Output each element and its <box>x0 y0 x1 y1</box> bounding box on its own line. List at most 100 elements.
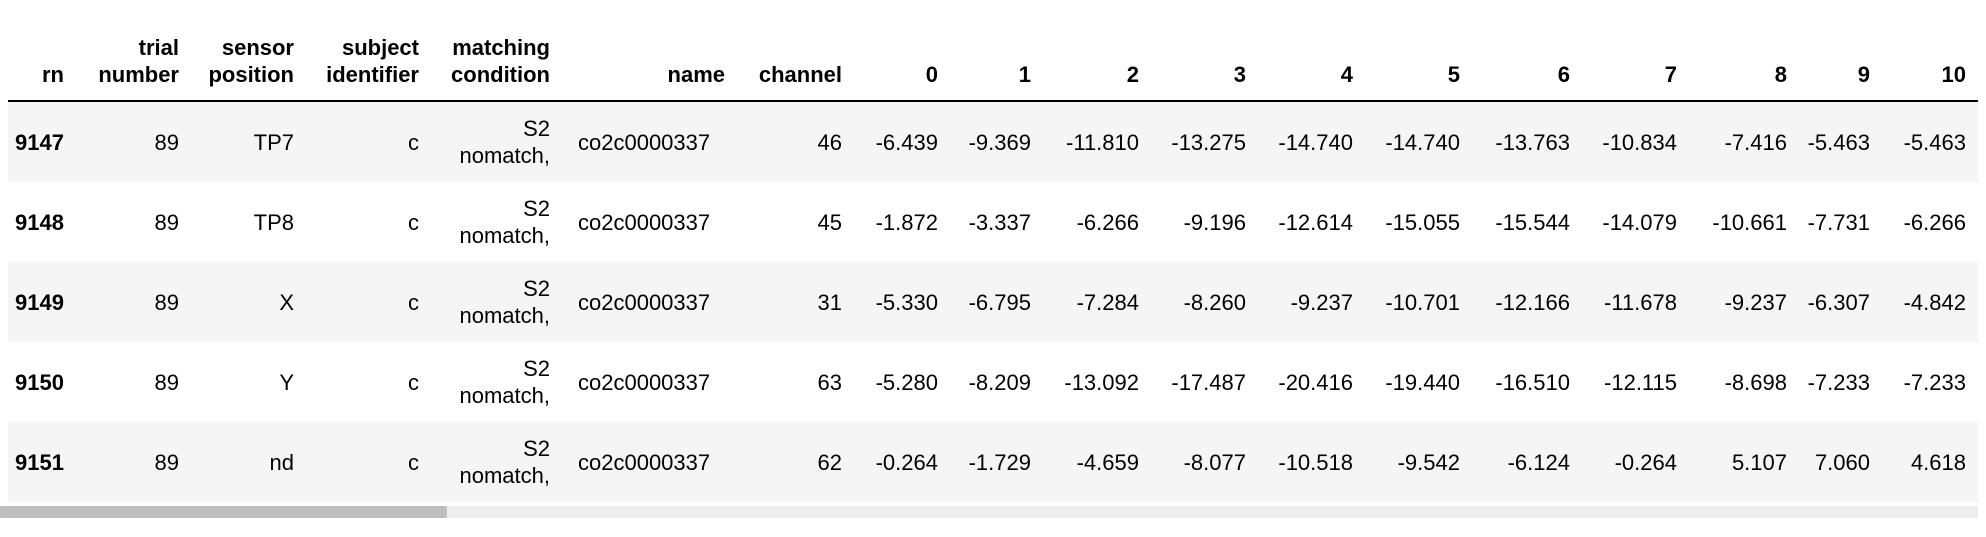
column-header: subject identifier <box>306 0 431 102</box>
matching-condition-text: S2 <box>523 276 550 301</box>
sample-value-cell: -7.416 <box>1724 129 1787 155</box>
sample-value-cell: -6.439 <box>875 129 938 155</box>
channel-cell: 62 <box>817 449 842 475</box>
sample-value-cell: -19.440 <box>1385 369 1460 395</box>
matching-condition-text: nomatch, <box>459 223 551 248</box>
channel-cell: 46 <box>817 129 842 155</box>
sample-value-cell: -10.661 <box>1712 209 1787 235</box>
sample-value-cell: -13.275 <box>1171 129 1246 155</box>
sample-value-cell: -5.463 <box>1807 129 1870 155</box>
sample-value-cell: -10.834 <box>1602 129 1677 155</box>
table-row: 9147 89 TP7 c S2 nomatch, co2c0000337 46 -6.439 -… <box>8 101 1978 182</box>
sample-value-cell: -8.698 <box>1724 369 1787 395</box>
trial-number-cell: 89 <box>154 369 179 395</box>
sample-value-cell: -20.416 <box>1278 369 1353 395</box>
header-row: rn trial number sensor position subject identi… <box>8 0 1978 102</box>
sample-value-cell: -1.872 <box>875 209 938 235</box>
column-header-text: subject <box>341 35 419 60</box>
column-header: matching condition <box>431 0 562 102</box>
sample-value-cell: -6.266 <box>1076 209 1139 235</box>
subject-identifier-cell: c <box>408 129 419 155</box>
trial-number-cell: 89 <box>154 449 179 475</box>
matching-condition-text: nomatch, <box>459 383 551 408</box>
horizontal-scrollbar[interactable] <box>0 506 1978 518</box>
column-header-text: position <box>208 62 294 87</box>
matching-condition-cell: S2 nomatch, <box>431 342 562 422</box>
sample-value-cell: -7.284 <box>1076 289 1139 315</box>
table-body: 9147 89 TP7 c S2 nomatch, co2c0000337 46 -6.439-… <box>8 101 1978 502</box>
name-cell: co2c0000337 <box>578 209 711 235</box>
trial-number-cell: 89 <box>154 129 179 155</box>
sensor-position-cell: TP8 <box>253 209 294 235</box>
name-cell: co2c0000337 <box>578 369 711 395</box>
sample-value-cell: -9.196 <box>1183 209 1246 235</box>
matching-condition-text: nomatch, <box>459 303 551 328</box>
column-header-text: condition <box>451 62 550 87</box>
trial-number-cell: 89 <box>154 289 179 315</box>
sample-value-cell: -14.740 <box>1385 129 1460 155</box>
matching-condition-text: S2 <box>523 356 550 381</box>
sample-value-cell: -5.463 <box>1903 129 1966 155</box>
matching-condition-cell: S2 nomatch, <box>431 182 562 262</box>
matching-condition-text: S2 <box>523 116 550 141</box>
sample-value-cell: -0.264 <box>1614 449 1677 475</box>
name-cell: co2c0000337 <box>578 129 711 155</box>
column-header-text: sensor <box>221 35 294 60</box>
sample-value-cell: -11.810 <box>1066 129 1139 155</box>
column-header: 8 <box>1689 0 1799 102</box>
sample-value-cell: -6.307 <box>1807 289 1870 315</box>
table-row: 9151 89 nd c S2 nomatch, co2c0000337 62 -0.264 -1… <box>8 422 1978 502</box>
column-header: 1 <box>950 0 1043 102</box>
sample-value-cell: -8.209 <box>968 369 1031 395</box>
matching-condition-text: S2 <box>523 436 550 461</box>
sample-value-cell: -7.731 <box>1807 209 1870 235</box>
matching-condition-text: S2 <box>523 196 550 221</box>
sample-value-cell: -9.237 <box>1290 289 1353 315</box>
sample-value-cell: -10.518 <box>1278 449 1353 475</box>
sample-value-cell: -13.763 <box>1495 129 1570 155</box>
sample-value-cell: -12.614 <box>1278 209 1353 235</box>
sample-value-cell: -7.233 <box>1903 369 1966 395</box>
sensor-position-cell: nd <box>269 449 294 475</box>
matching-condition-cell: S2 nomatch, <box>431 101 562 182</box>
column-header: 3 <box>1151 0 1258 102</box>
sample-value-cell: -9.369 <box>968 129 1031 155</box>
column-header: 10 <box>1882 0 1978 102</box>
dataframe-table: rn trial number sensor position subject identi… <box>8 0 1978 502</box>
sample-value-cell: 7.060 <box>1814 449 1870 475</box>
table-header: rn trial number sensor position subject identi… <box>8 0 1978 102</box>
sample-value-cell: -0.264 <box>875 449 938 475</box>
row-index-cell: 9148 <box>15 209 64 235</box>
sample-value-cell: -7.233 <box>1807 369 1870 395</box>
sample-value-cell: -14.740 <box>1278 129 1353 155</box>
sensor-position-cell: X <box>279 289 294 315</box>
sensor-position-cell: Y <box>279 369 294 395</box>
horizontal-scrollbar-thumb[interactable] <box>0 506 447 518</box>
column-header-text: identifier <box>326 62 419 87</box>
column-header-text: matching <box>452 35 550 60</box>
subject-identifier-cell: c <box>408 209 419 235</box>
column-header: trial number <box>76 0 191 102</box>
row-index-cell: 9150 <box>15 369 64 395</box>
channel-cell: 45 <box>817 209 842 235</box>
matching-condition-text: nomatch, <box>459 463 551 488</box>
matching-condition-cell: S2 nomatch, <box>431 262 562 342</box>
channel-cell: 31 <box>817 289 842 315</box>
sample-value-cell: -8.260 <box>1183 289 1246 315</box>
dataframe-table-container[interactable]: rn trial number sensor position subject identi… <box>8 0 1978 502</box>
row-index-cell: 9147 <box>15 129 64 155</box>
sample-value-cell: -16.510 <box>1495 369 1570 395</box>
sample-value-cell: -6.795 <box>968 289 1031 315</box>
sample-value-cell: -3.337 <box>968 209 1031 235</box>
column-header: name <box>562 0 737 102</box>
sample-value-cell: -12.166 <box>1495 289 1570 315</box>
subject-identifier-cell: c <box>408 289 419 315</box>
sample-value-cell: -12.115 <box>1604 369 1677 395</box>
sample-value-cell: 4.618 <box>1910 449 1966 475</box>
column-header-text: trial <box>138 35 179 60</box>
subject-identifier-cell: c <box>408 449 419 475</box>
subject-identifier-cell: c <box>408 369 419 395</box>
trial-number-cell: 89 <box>154 209 179 235</box>
name-cell: co2c0000337 <box>578 289 711 315</box>
